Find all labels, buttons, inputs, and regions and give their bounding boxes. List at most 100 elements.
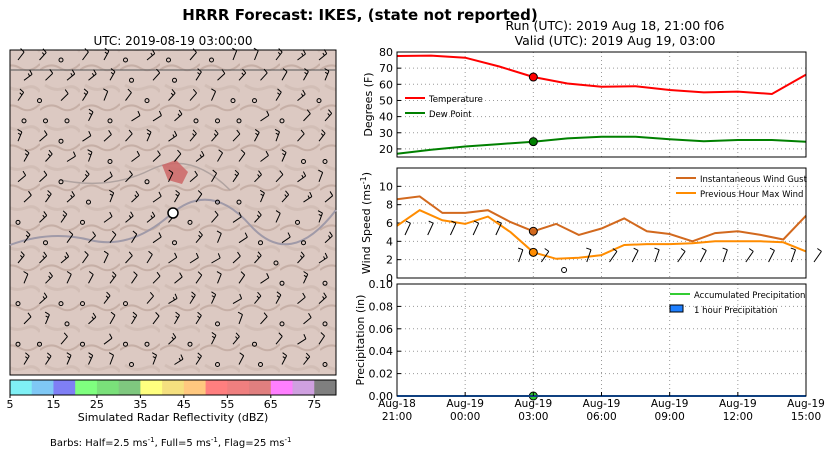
wind-barb: [146, 291, 154, 304]
y-tick-label: 6: [386, 217, 393, 230]
wind-barb: [45, 69, 54, 81]
wind-barb-flag: [748, 248, 754, 252]
calm-marker: [144, 179, 150, 185]
wind-barb: [168, 88, 176, 101]
wind-barb: [39, 48, 47, 61]
wind-barb: [152, 191, 162, 203]
wind-barb: [195, 352, 202, 365]
valid-time-marker: [528, 72, 538, 82]
wind-barb: [232, 332, 240, 345]
y-tick-label: 20: [379, 143, 393, 156]
legend-label: Previous Hour Max Wind: [700, 190, 803, 200]
wind-barb: [232, 47, 238, 61]
canyon: [59, 162, 231, 191]
wind-barb: [109, 68, 116, 81]
wind-barb-flag: [654, 247, 660, 251]
wind-barb: [109, 311, 116, 325]
wind-barb: [60, 252, 70, 264]
wind-barb: [254, 291, 262, 304]
calm-marker: [301, 240, 306, 246]
y-tick-label: 0.02: [369, 368, 394, 381]
wind-barb: [324, 68, 330, 81]
calm-marker: [166, 57, 171, 63]
map-panel: [9, 47, 337, 376]
wind-barb: [88, 352, 94, 365]
colorbar: [9, 379, 337, 396]
wind-barb: [152, 312, 160, 325]
wind-barb: [254, 210, 262, 223]
calm-marker: [215, 118, 220, 124]
colorbar-tick-label: 15: [46, 398, 60, 411]
calm-marker: [215, 362, 220, 367]
wind-barb: [324, 231, 333, 244]
colorbar-swatch: [205, 380, 228, 395]
wind-barb: [66, 151, 76, 162]
wind-barb: [275, 170, 284, 183]
wind-barb: [195, 150, 205, 162]
calm-marker: [86, 199, 91, 205]
reflectivity-cell: [162, 160, 188, 184]
wind-barb: [472, 223, 480, 236]
series-line: [396, 54, 807, 96]
calm-marker: [58, 138, 64, 144]
wind-barb: [103, 333, 113, 345]
colorbar-swatch: [118, 380, 141, 395]
wind-barb: [259, 189, 265, 203]
y-tick-label: 80: [379, 46, 393, 59]
wind-barb: [189, 170, 198, 183]
wind-barb: [449, 223, 457, 236]
calm-marker: [80, 219, 85, 225]
calm-marker: [123, 301, 128, 307]
wind-barb: [318, 49, 328, 61]
wind-barb: [318, 332, 325, 345]
calm-marker: [322, 280, 328, 286]
calm-marker: [80, 341, 85, 347]
wind-barb: [125, 211, 134, 223]
wind-barb: [17, 48, 25, 61]
wind-barb: [216, 230, 222, 243]
wind-barb-flag: [722, 247, 728, 251]
wind-barb: [609, 251, 618, 263]
y-tick-label: 0.04: [369, 345, 394, 358]
wind-barb: [168, 169, 174, 183]
wind-barb: [404, 223, 411, 236]
y-tick-label: 70: [379, 62, 393, 75]
wind-barb: [303, 109, 311, 122]
wind-barb: [324, 109, 333, 122]
wind-barb: [152, 150, 161, 162]
legend: Temperature Dew Point: [405, 95, 483, 120]
wind-barb: [152, 68, 161, 81]
wind-barb: [125, 88, 132, 101]
wind-barb: [45, 149, 53, 162]
x-tick-label-time: 03:00: [518, 411, 548, 423]
wind-barb: [324, 191, 334, 203]
colorbar-swatch: [96, 380, 120, 395]
colorbar-swatch: [249, 380, 272, 395]
wind-barb: [677, 251, 686, 263]
calm-marker: [58, 179, 64, 185]
wind-barb: [39, 170, 48, 183]
wind-barb: [281, 352, 288, 365]
wind-barb: [152, 110, 162, 122]
calm-marker: [172, 240, 177, 246]
legend-label: Instantaneous Wind Gust: [700, 175, 808, 185]
map-title: UTC: 2019-08-19 03:00:00: [93, 34, 252, 48]
wind-barb: [260, 68, 268, 81]
wind-barb: [82, 48, 89, 61]
colorbar-tick-label: 65: [264, 398, 278, 411]
calm-marker: [252, 98, 257, 104]
wind-barb: [232, 169, 240, 183]
y-tick-label: 10: [379, 180, 393, 193]
wind-barb: [318, 292, 327, 304]
wind-barb: [427, 223, 434, 236]
wind-barb-flag: [544, 248, 550, 252]
wind-barb: [189, 252, 199, 264]
calm-marker: [215, 199, 220, 205]
wind-barb: [109, 230, 117, 243]
wind-barb: [211, 210, 219, 223]
wind-barb: [66, 230, 74, 243]
wind-barb: [260, 312, 268, 325]
wind-barb: [103, 130, 112, 142]
wind-barb: [275, 291, 282, 304]
wind-barb-flag: [473, 220, 479, 224]
